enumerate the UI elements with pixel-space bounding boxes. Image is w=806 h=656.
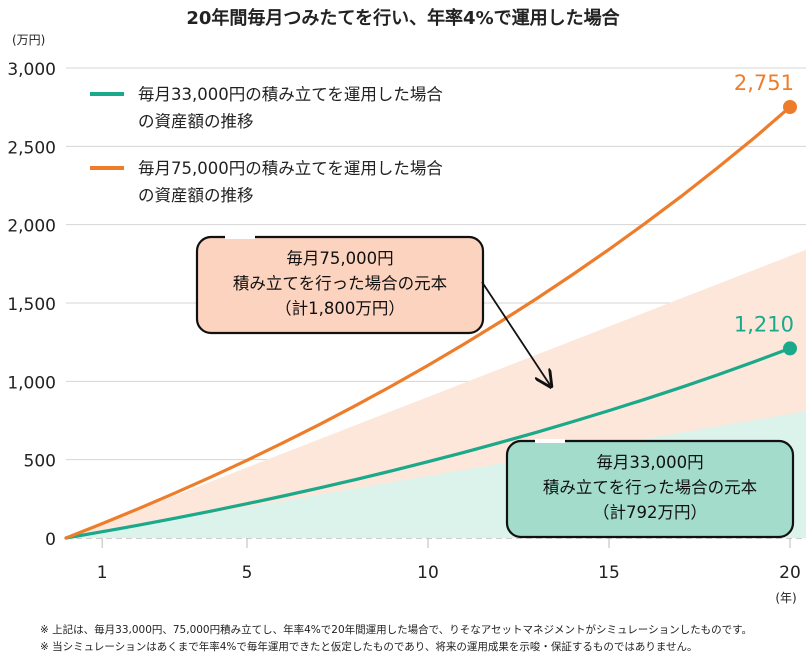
y-tick-label: 500 xyxy=(24,452,56,472)
annotation-text: 積み立てを行った場合の元本 xyxy=(233,274,447,293)
data-label: 2,751 xyxy=(734,71,794,95)
x-tick-label: 1 xyxy=(97,563,108,583)
annotation-text: 毎月75,000円 xyxy=(286,249,393,268)
series-line xyxy=(64,105,792,540)
annotation-text: （計1,800万円） xyxy=(275,299,405,318)
annotation-text: 積み立てを行った場合の元本 xyxy=(543,478,757,497)
x-tick-label: 20 xyxy=(779,563,801,583)
x-tick-label: 10 xyxy=(417,563,439,583)
annotation-box xyxy=(505,439,795,539)
y-tick-label: 3,000 xyxy=(7,60,56,80)
x-tick-label: 5 xyxy=(242,563,253,583)
y-tick-label: 1,500 xyxy=(7,295,56,315)
y-tick-label: 0 xyxy=(45,530,56,550)
legend-label: の資産額の推移 xyxy=(138,186,254,205)
legend-label: 毎月75,000円の積み立てを運用した場合 xyxy=(138,159,443,178)
chart-title: 20年間毎月つみたてを行い、年率4%で運用した場合 xyxy=(186,8,620,29)
y-tick-label: 1,000 xyxy=(7,373,56,393)
y-axis-unit: (万円) xyxy=(12,33,45,47)
annotation-text: （計792万円） xyxy=(593,503,707,522)
legend: 毎月33,000円の積み立てを運用した場合の資産額の推移毎月75,000円の積み… xyxy=(90,85,443,205)
annotation-arrow xyxy=(481,281,550,385)
y-tick-label: 2,000 xyxy=(7,217,56,237)
x-tick-label: 15 xyxy=(598,563,620,583)
series-lines: 1,210 2,751 xyxy=(64,71,797,540)
footnote-2: ※ 当シミュレーションはあくまで年率4%で毎年運用できたと仮定したものであり、将… xyxy=(40,641,698,653)
annotation-text: 毎月33,000円 xyxy=(596,453,703,472)
legend-label: 毎月33,000円の積み立てを運用した場合 xyxy=(138,85,443,104)
series-end-point xyxy=(783,341,797,356)
data-label: 1,210 xyxy=(734,312,794,336)
series-end-point xyxy=(783,100,797,115)
chart: 1,210 2,751 3,000 2,500 2,000 1,500 1,000 500 0… xyxy=(7,33,806,605)
x-axis-unit: (年) xyxy=(775,591,796,605)
series-line xyxy=(64,346,792,540)
y-tick-label: 2,500 xyxy=(7,138,56,158)
footnote-1: ※ 上記は、毎月33,000円、75,000円積み立てし、年率4%で20年間運用… xyxy=(40,624,753,636)
legend-label: の資産額の推移 xyxy=(138,112,254,131)
